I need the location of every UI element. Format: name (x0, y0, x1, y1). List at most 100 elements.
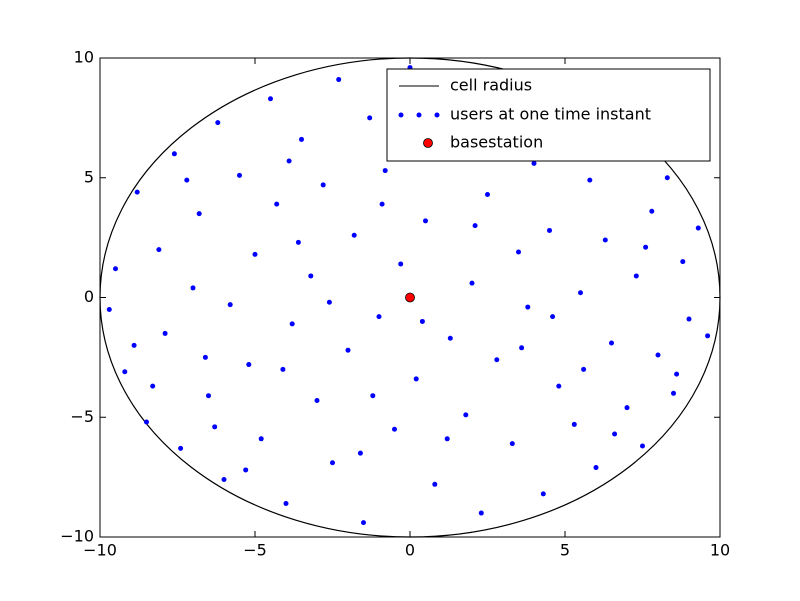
user-point (525, 304, 531, 310)
user-point (472, 223, 478, 229)
user-point (531, 160, 537, 166)
basestation-point (405, 292, 415, 303)
user-point (299, 136, 304, 142)
user-point (106, 306, 112, 312)
legend-marker (434, 112, 440, 118)
legend-marker (423, 138, 433, 148)
user-point (190, 285, 196, 291)
user-point (705, 333, 711, 339)
user-point (221, 477, 227, 483)
user-point (398, 261, 404, 267)
user-point (578, 290, 583, 296)
user-point (367, 115, 373, 121)
user-point (519, 345, 525, 351)
user-point (478, 510, 484, 516)
user-point (664, 175, 670, 181)
y-tick-label: 5 (84, 167, 94, 186)
user-point (516, 249, 521, 255)
user-point (227, 302, 233, 308)
user-point (113, 266, 118, 272)
user-point (283, 500, 289, 506)
user-point (444, 436, 450, 442)
legend-marker (398, 112, 404, 118)
user-point (308, 273, 314, 279)
user-point (246, 362, 252, 368)
user-point (320, 182, 326, 188)
legend-label: users at one time instant (450, 105, 651, 124)
user-point (587, 177, 593, 183)
user-point (274, 201, 280, 207)
user-point (413, 376, 419, 382)
user-point (252, 251, 258, 257)
user-point (571, 421, 577, 427)
user-point (351, 232, 357, 238)
y-tick-label: 0 (84, 287, 94, 306)
user-point (370, 393, 376, 399)
x-tick-label: −5 (243, 541, 267, 560)
user-point (171, 151, 177, 157)
legend-box (386, 68, 711, 162)
legend-label: cell radius (450, 76, 532, 95)
user-point (212, 424, 218, 430)
user-point (432, 481, 438, 487)
user-point (593, 465, 599, 471)
user-point (447, 335, 453, 341)
user-point (624, 405, 630, 411)
user-point (280, 366, 286, 372)
user-point (550, 314, 556, 320)
user-point (633, 273, 639, 279)
user-point (326, 299, 332, 305)
user-point (419, 318, 425, 324)
user-point (336, 77, 342, 83)
user-point (686, 316, 692, 322)
user-point (581, 366, 587, 372)
user-point (674, 371, 680, 377)
user-point (289, 321, 295, 327)
user-point (602, 237, 608, 243)
user-point (237, 172, 242, 178)
y-tick-label: −10 (60, 527, 94, 546)
user-point (357, 450, 363, 456)
user-point (258, 436, 264, 442)
user-point (150, 383, 156, 389)
user-point (286, 158, 292, 164)
user-point (268, 96, 273, 102)
user-point (345, 347, 351, 353)
user-point (556, 383, 562, 389)
user-point (156, 247, 162, 253)
legend-marker (416, 112, 422, 118)
user-point (134, 189, 140, 195)
user-point (612, 431, 618, 437)
user-point (392, 426, 397, 432)
user-point (540, 491, 546, 497)
user-point (609, 340, 614, 346)
user-point (295, 239, 301, 245)
user-point (196, 211, 202, 217)
x-tick-label: 0 (405, 541, 415, 560)
y-tick-label: 10 (74, 48, 94, 67)
user-point (361, 520, 366, 526)
user-point (215, 120, 221, 126)
user-point (640, 443, 645, 449)
user-point (243, 467, 249, 473)
user-point (144, 419, 149, 425)
user-point (330, 460, 335, 466)
user-point (178, 445, 184, 451)
user-point (649, 208, 655, 214)
x-tick-label: 10 (710, 541, 730, 560)
x-tick-label: −10 (83, 541, 117, 560)
user-point (680, 259, 686, 265)
user-point (643, 244, 649, 250)
cell-radius (99, 57, 721, 538)
user-point (494, 357, 500, 363)
user-point (695, 225, 701, 231)
user-point (379, 201, 385, 207)
user-point (314, 397, 320, 403)
user-point (184, 177, 190, 183)
user-point (469, 280, 475, 286)
user-point (509, 441, 515, 447)
user-point (162, 330, 168, 336)
user-point (547, 227, 552, 233)
user-point (485, 192, 490, 198)
